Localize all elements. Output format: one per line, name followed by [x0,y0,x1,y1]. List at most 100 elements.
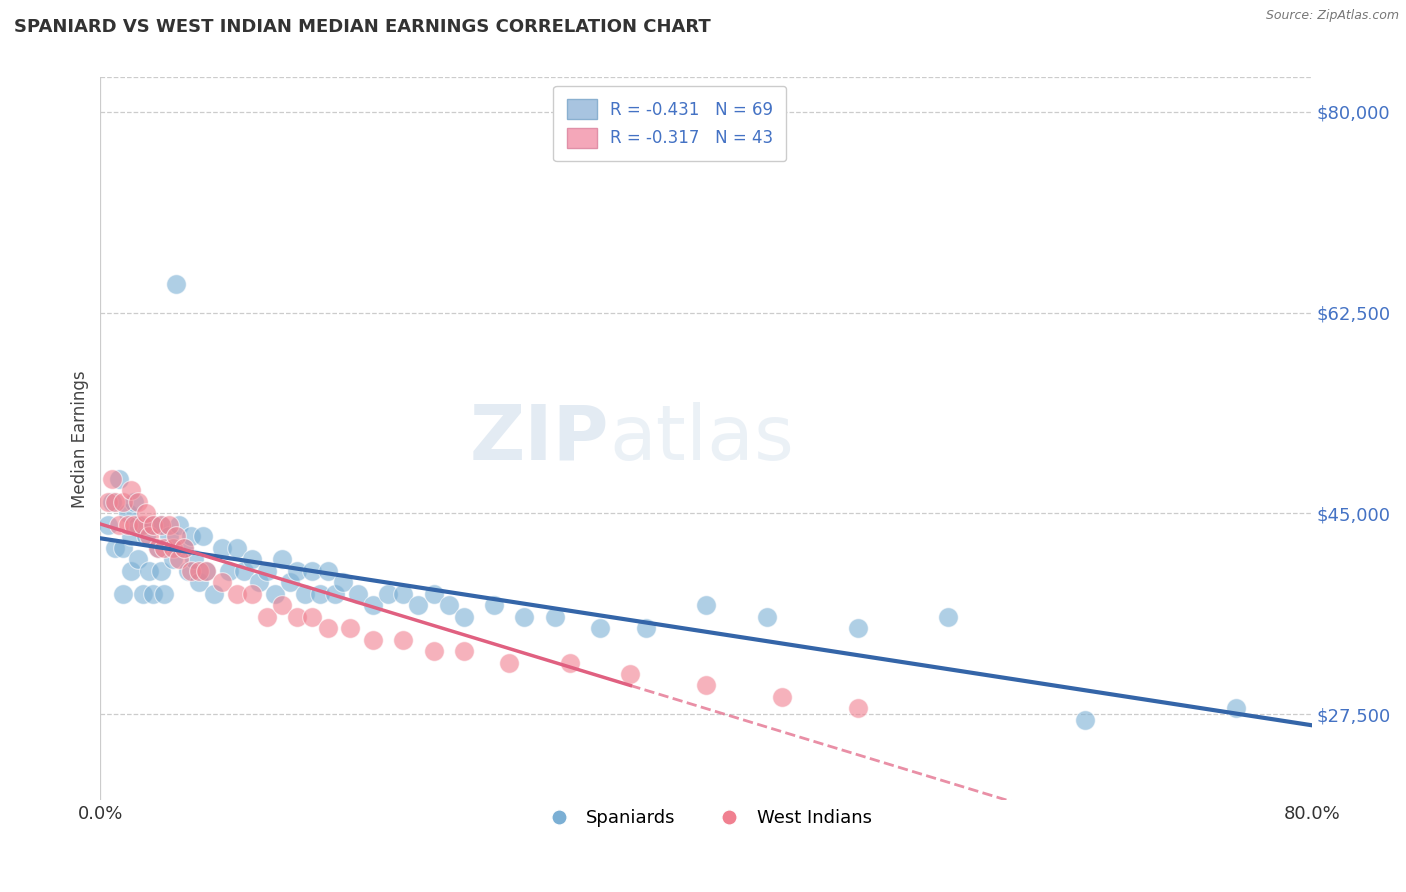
Point [225,587,247,601]
Point [146,541,169,555]
Point [120,564,142,578]
Point [146,541,169,555]
Point [770,690,793,704]
Point [112,495,135,509]
Point [167,517,190,532]
Point [153,541,176,555]
Point [453,609,475,624]
Point [422,644,444,658]
Point [157,517,180,532]
Point [122,517,145,532]
Point [346,587,368,601]
Point [157,529,180,543]
Point [1225,701,1247,715]
Point [619,667,641,681]
Point [122,495,145,509]
Point [180,529,202,543]
Point [180,564,202,578]
Point [695,678,717,692]
Point [271,552,294,566]
Point [285,564,308,578]
Point [482,598,505,612]
Point [211,575,233,590]
Text: SPANIARD VS WEST INDIAN MEDIAN EARNINGS CORRELATION CHART: SPANIARD VS WEST INDIAN MEDIAN EARNINGS … [14,18,711,36]
Point [138,564,160,578]
Point [135,529,157,543]
Point [112,541,135,555]
Point [332,575,354,590]
Point [101,495,124,509]
Point [138,529,160,543]
Point [162,552,184,566]
Point [127,517,149,532]
Point [120,529,142,543]
Point [107,517,129,532]
Point [339,621,361,635]
Point [846,621,869,635]
Point [1073,713,1095,727]
Point [285,609,308,624]
Point [183,552,205,566]
Point [938,609,960,624]
Point [117,517,139,532]
Point [233,564,256,578]
Point [142,517,165,532]
Point [263,587,285,601]
Point [107,472,129,486]
Point [218,564,240,578]
Point [162,541,184,555]
Point [422,587,444,601]
Point [225,541,247,555]
Point [240,552,263,566]
Point [301,609,323,624]
Y-axis label: Median Earnings: Median Earnings [72,370,89,508]
Point [97,495,120,509]
Text: atlas: atlas [609,401,794,475]
Point [149,564,172,578]
Point [240,587,263,601]
Point [695,598,717,612]
Point [142,587,165,601]
Point [513,609,536,624]
Point [316,621,339,635]
Point [101,472,124,486]
Point [149,517,172,532]
Point [377,587,399,601]
Point [97,517,120,532]
Text: Source: ZipAtlas.com: Source: ZipAtlas.com [1265,9,1399,22]
Point [177,564,200,578]
Point [104,495,127,509]
Point [437,598,460,612]
Point [498,656,520,670]
Point [558,656,581,670]
Point [104,541,127,555]
Point [309,587,332,601]
Point [120,483,142,498]
Point [195,564,218,578]
Point [301,564,323,578]
Point [634,621,657,635]
Point [323,587,346,601]
Point [256,564,278,578]
Point [173,541,195,555]
Point [193,529,215,543]
Text: ZIP: ZIP [470,401,609,475]
Point [453,644,475,658]
Point [173,541,195,555]
Point [202,587,225,601]
Point [392,632,415,647]
Point [142,517,165,532]
Point [187,575,209,590]
Point [271,598,294,612]
Point [589,621,612,635]
Point [117,507,139,521]
Point [153,587,176,601]
Point [247,575,270,590]
Point [755,609,778,624]
Point [316,564,339,578]
Point [278,575,301,590]
Point [361,632,384,647]
Point [167,552,190,566]
Point [392,587,415,601]
Point [408,598,430,612]
